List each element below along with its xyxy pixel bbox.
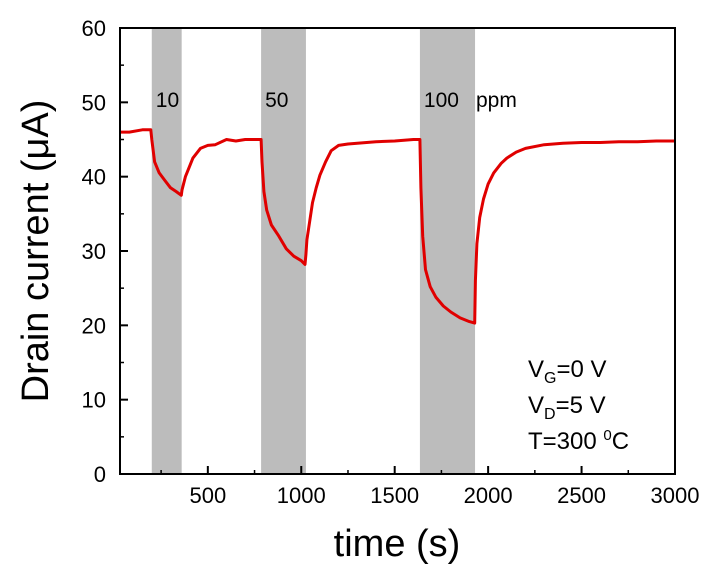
exposure-concentration-label-2: 50 — [265, 89, 288, 112]
gate-voltage-label: VG=0 V — [528, 356, 607, 387]
exposure-shading-layer — [151, 28, 476, 474]
x-axis-title: time (s) — [334, 523, 461, 565]
exposure-window-1 — [151, 28, 182, 474]
exposure-window-2 — [261, 28, 306, 474]
y-axis-title: Drain current (μA) — [15, 100, 57, 403]
y-tick-label: 60 — [82, 16, 106, 41]
exposure-window-3 — [419, 28, 476, 474]
x-tick-label: 1500 — [370, 483, 419, 508]
exposure-concentration-label-1: 10 — [156, 89, 179, 112]
x-tick-label: 1000 — [277, 483, 326, 508]
y-tick-label: 40 — [82, 165, 106, 190]
y-tick-label: 30 — [82, 239, 106, 264]
y-tick-label: 50 — [82, 90, 106, 115]
concentration-unit-label: ppm — [476, 89, 517, 112]
y-tick-label: 10 — [82, 388, 106, 413]
x-tick-labels: 500 1000 1500 2000 2500 3000 — [189, 483, 699, 508]
drain-current-series-line — [120, 128, 675, 325]
x-tick-label: 2000 — [464, 483, 513, 508]
y-tick-label: 20 — [82, 313, 106, 338]
axis-ticks — [120, 27, 676, 475]
x-tick-label: 2500 — [557, 483, 606, 508]
y-tick-labels: 0 10 20 30 40 50 60 — [82, 16, 106, 487]
exposure-label-layer: 10 50 100 — [156, 89, 459, 112]
x-tick-label: 500 — [189, 483, 226, 508]
drain-voltage-label: VD=5 V — [528, 392, 606, 423]
x-tick-label: 3000 — [651, 483, 700, 508]
exposure-concentration-label-3: 100 — [424, 89, 459, 112]
y-tick-label: 0 — [94, 462, 106, 487]
temperature-label: T=300 0C — [528, 427, 629, 455]
